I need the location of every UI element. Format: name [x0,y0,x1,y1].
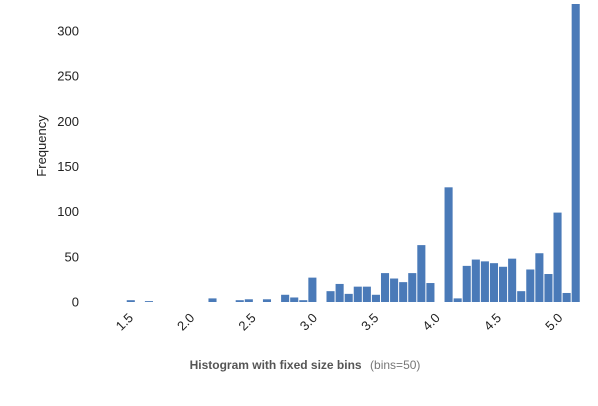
histogram-bar [535,253,544,302]
histogram-bar [480,261,489,302]
x-axis-title: Histogram with fixed size bins [190,358,362,372]
histogram-bar [571,4,580,302]
histogram-bar [244,299,253,302]
histogram-bar [444,187,453,302]
histogram-bar [471,259,480,302]
histogram-bar [126,300,135,302]
histogram-bar [308,277,317,302]
histogram-bar [489,263,499,302]
histogram-bar [426,283,435,302]
histogram-bar [399,282,408,302]
histogram-bar [544,274,553,302]
histogram-bar [281,294,290,302]
histogram-bar [208,298,217,302]
y-axis: 0 50 100 150 200 250 300 [57,24,79,310]
histogram-bar [299,300,308,302]
histogram-bar [144,301,153,302]
histogram-bar [408,273,417,302]
y-tick-label: 150 [57,159,79,174]
y-tick-label: 250 [57,69,79,84]
x-tick-label: 3.0 [297,310,320,333]
histogram-bar [462,265,471,302]
x-tick-label: 2.0 [174,310,197,333]
y-tick-label: 300 [57,24,79,39]
x-tick-label: 3.5 [358,310,381,333]
histogram-bars [126,4,580,302]
histogram-bar [380,273,390,302]
histogram-bar [326,291,335,302]
y-tick-label: 50 [65,249,79,264]
histogram-bar [371,294,380,302]
histogram-bar [344,293,353,302]
histogram-bar [508,258,517,302]
x-axis: 1.5 2.0 2.5 3.0 3.5 4.0 4.5 5.0 [113,310,566,333]
x-tick-label: 1.5 [113,310,136,333]
y-axis-title: Frequency [34,115,49,177]
histogram-bar [499,266,508,302]
histogram-bar [335,283,344,302]
histogram-bar [353,286,362,302]
histogram-bar [262,299,272,302]
histogram-bar [562,292,571,302]
histogram-bar [417,245,426,302]
histogram-bar [290,297,299,302]
x-axis-bins-note: (bins=50) [370,358,420,372]
histogram-bar [526,269,535,302]
histogram-bar [235,300,244,302]
x-axis-caption: Histogram with fixed size bins (bins=50) [190,356,421,373]
x-tick-label: 4.0 [419,310,442,333]
histogram-bar [517,291,526,302]
y-tick-label: 100 [57,204,79,219]
x-tick-label: 5.0 [542,310,565,333]
histogram-bar [362,286,371,302]
histogram-bar [553,212,562,302]
y-tick-label: 200 [57,114,79,129]
x-tick-label: 4.5 [481,310,504,333]
histogram-bar [390,278,399,302]
histogram-bar [453,298,462,302]
y-tick-label: 0 [72,295,79,310]
x-tick-label: 2.5 [235,310,258,333]
